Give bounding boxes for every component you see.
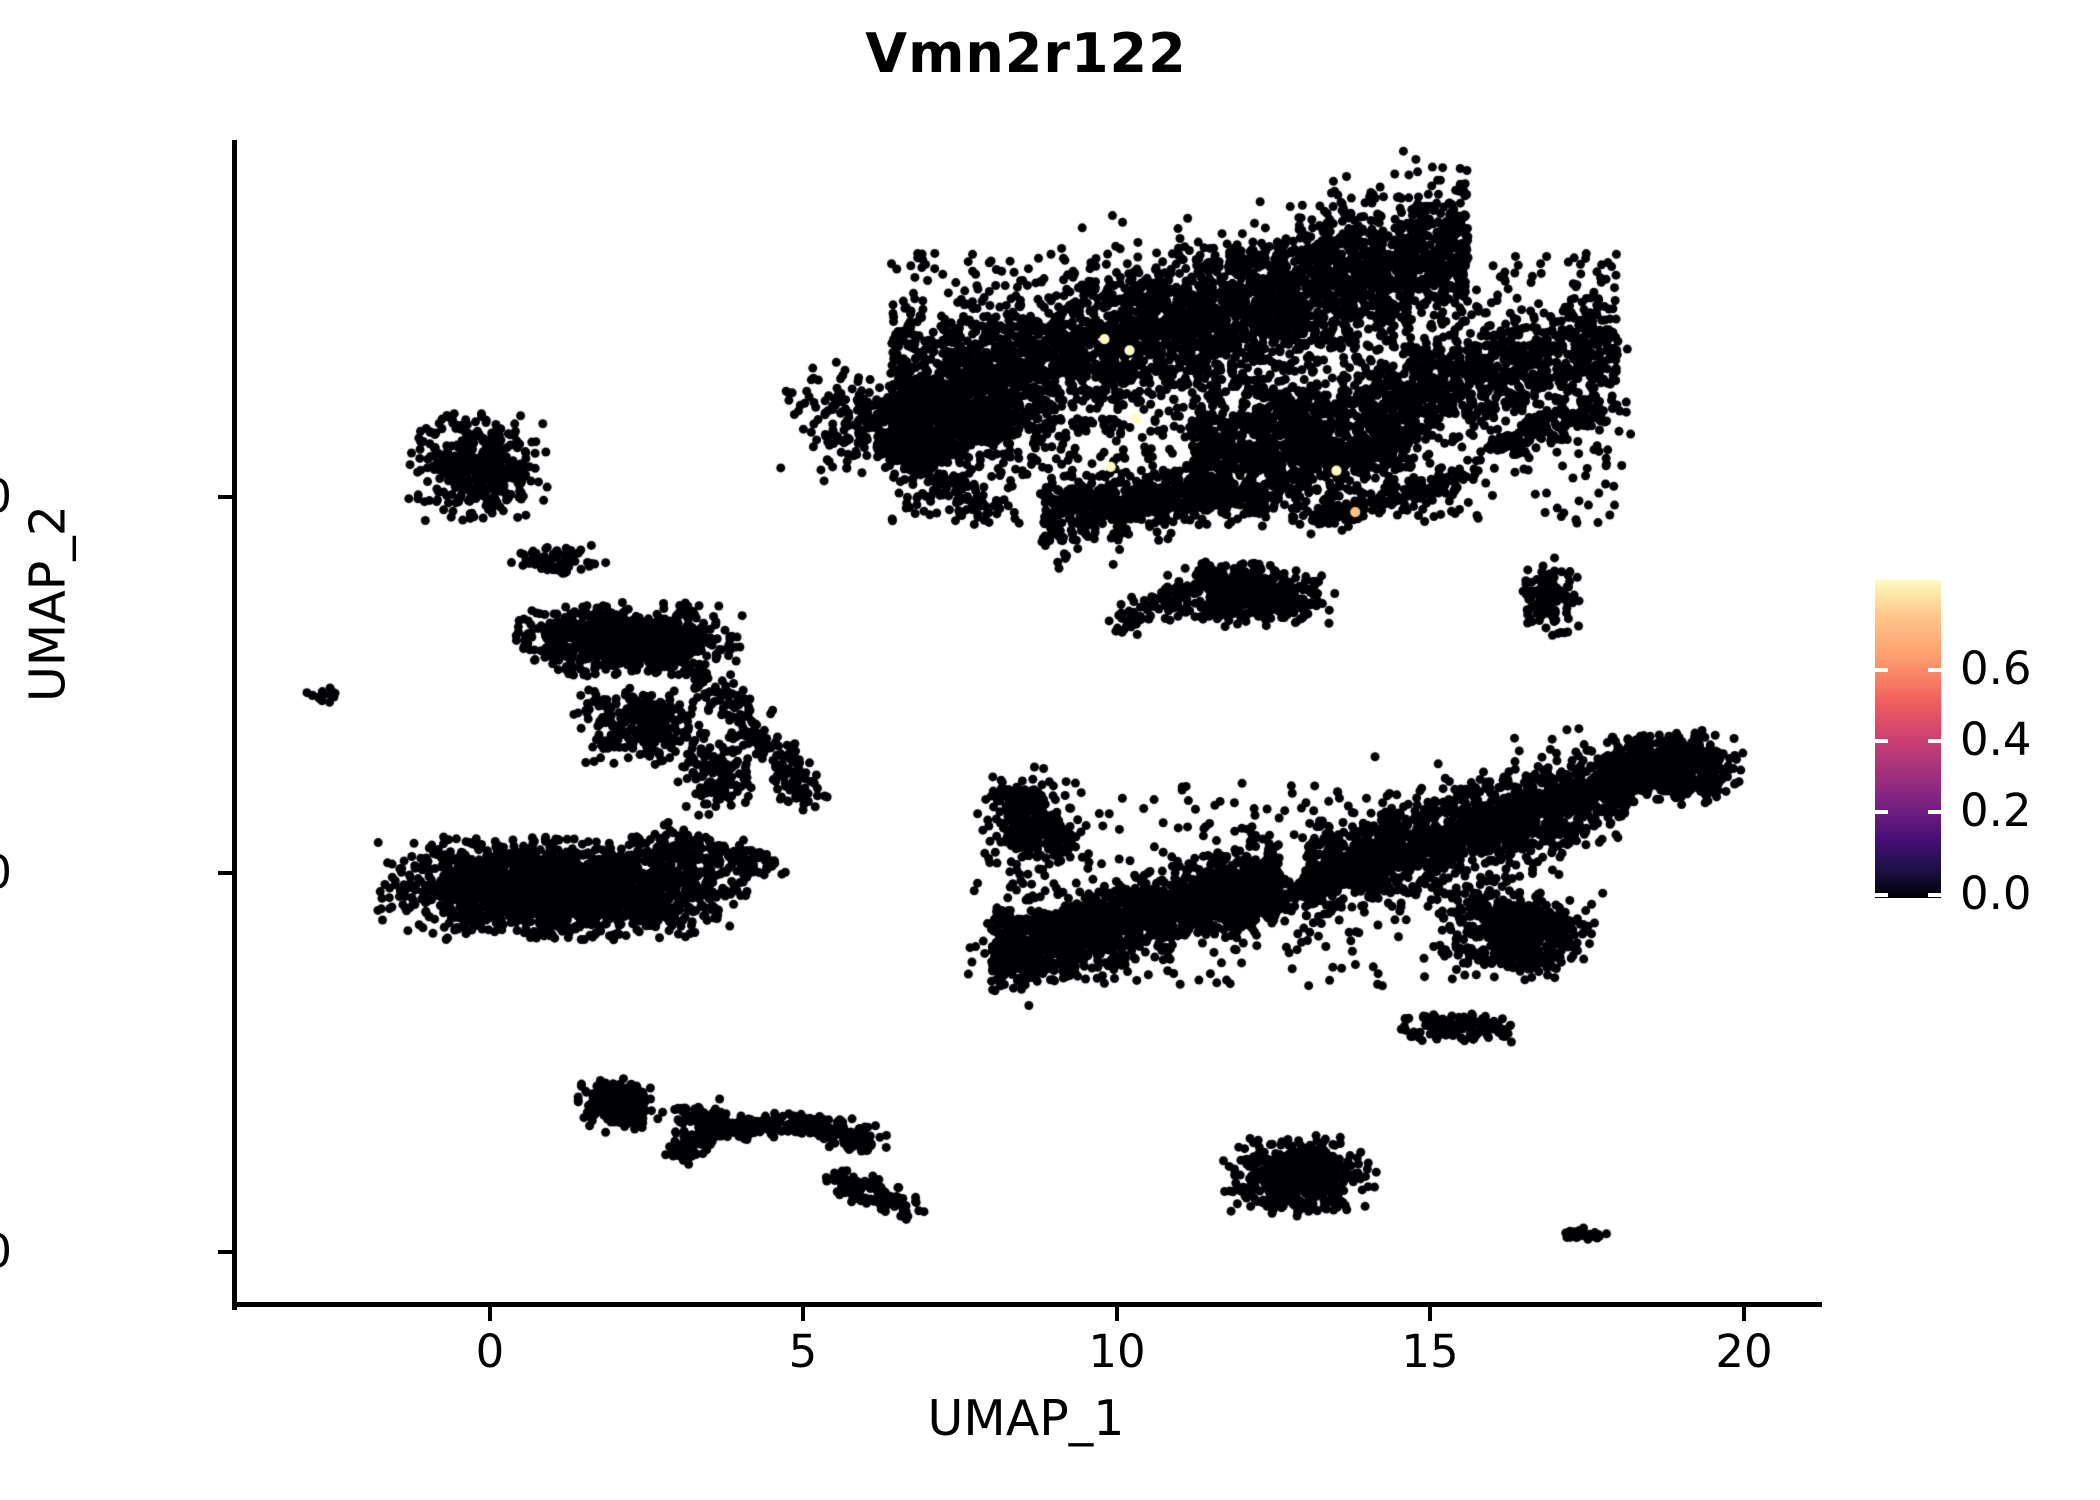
- y-tick-mark-10: [218, 495, 232, 499]
- x-tick-mark-20: [1742, 1307, 1746, 1321]
- colorbar-tick-0.6: [1875, 668, 1888, 672]
- x-tick-mark-5: [801, 1307, 805, 1321]
- x-tick-label-10: 10: [1088, 1325, 1146, 1378]
- colorbar-tick-0.2: [1875, 810, 1888, 814]
- y-tick-mark-0: [218, 871, 232, 875]
- x-tick-label-0: 0: [475, 1325, 505, 1378]
- y-tick-mark-neg10: [218, 1250, 232, 1254]
- colorbar-tick-0.0-right: [1928, 893, 1941, 897]
- x-tick-mark-15: [1428, 1307, 1432, 1321]
- colorbar-label-0.2: 0.2: [1960, 784, 2032, 837]
- colorbar-label-0.4: 0.4: [1960, 713, 2032, 766]
- x-axis-label: UMAP_1: [927, 1390, 1125, 1447]
- x-tick-label-5: 5: [788, 1325, 818, 1378]
- colorbar: [1875, 580, 1941, 898]
- y-tick-label-neg10: -10: [0, 1225, 12, 1278]
- colorbar-tick-0.4: [1875, 739, 1888, 743]
- x-tick-label-15: 15: [1401, 1325, 1459, 1378]
- x-tick-mark-10: [1115, 1307, 1119, 1321]
- x-tick-label-20: 20: [1715, 1325, 1773, 1378]
- x-axis-spine: [232, 1302, 1822, 1307]
- colorbar-tick-0.4-right: [1928, 739, 1941, 743]
- x-tick-mark-0: [488, 1307, 492, 1321]
- y-tick-label-10: 10: [0, 470, 12, 523]
- colorbar-tick-0.2-right: [1928, 810, 1941, 814]
- y-axis-spine: [232, 140, 237, 1310]
- y-tick-label-0: 0: [0, 846, 12, 899]
- colorbar-tick-0.6-right: [1928, 668, 1941, 672]
- colorbar-tick-0.0: [1875, 893, 1888, 897]
- colorbar-label-0.6: 0.6: [1960, 642, 2032, 695]
- y-axis-label: UMAP_2: [19, 505, 77, 702]
- colorbar-label-0.0: 0.0: [1960, 867, 2032, 920]
